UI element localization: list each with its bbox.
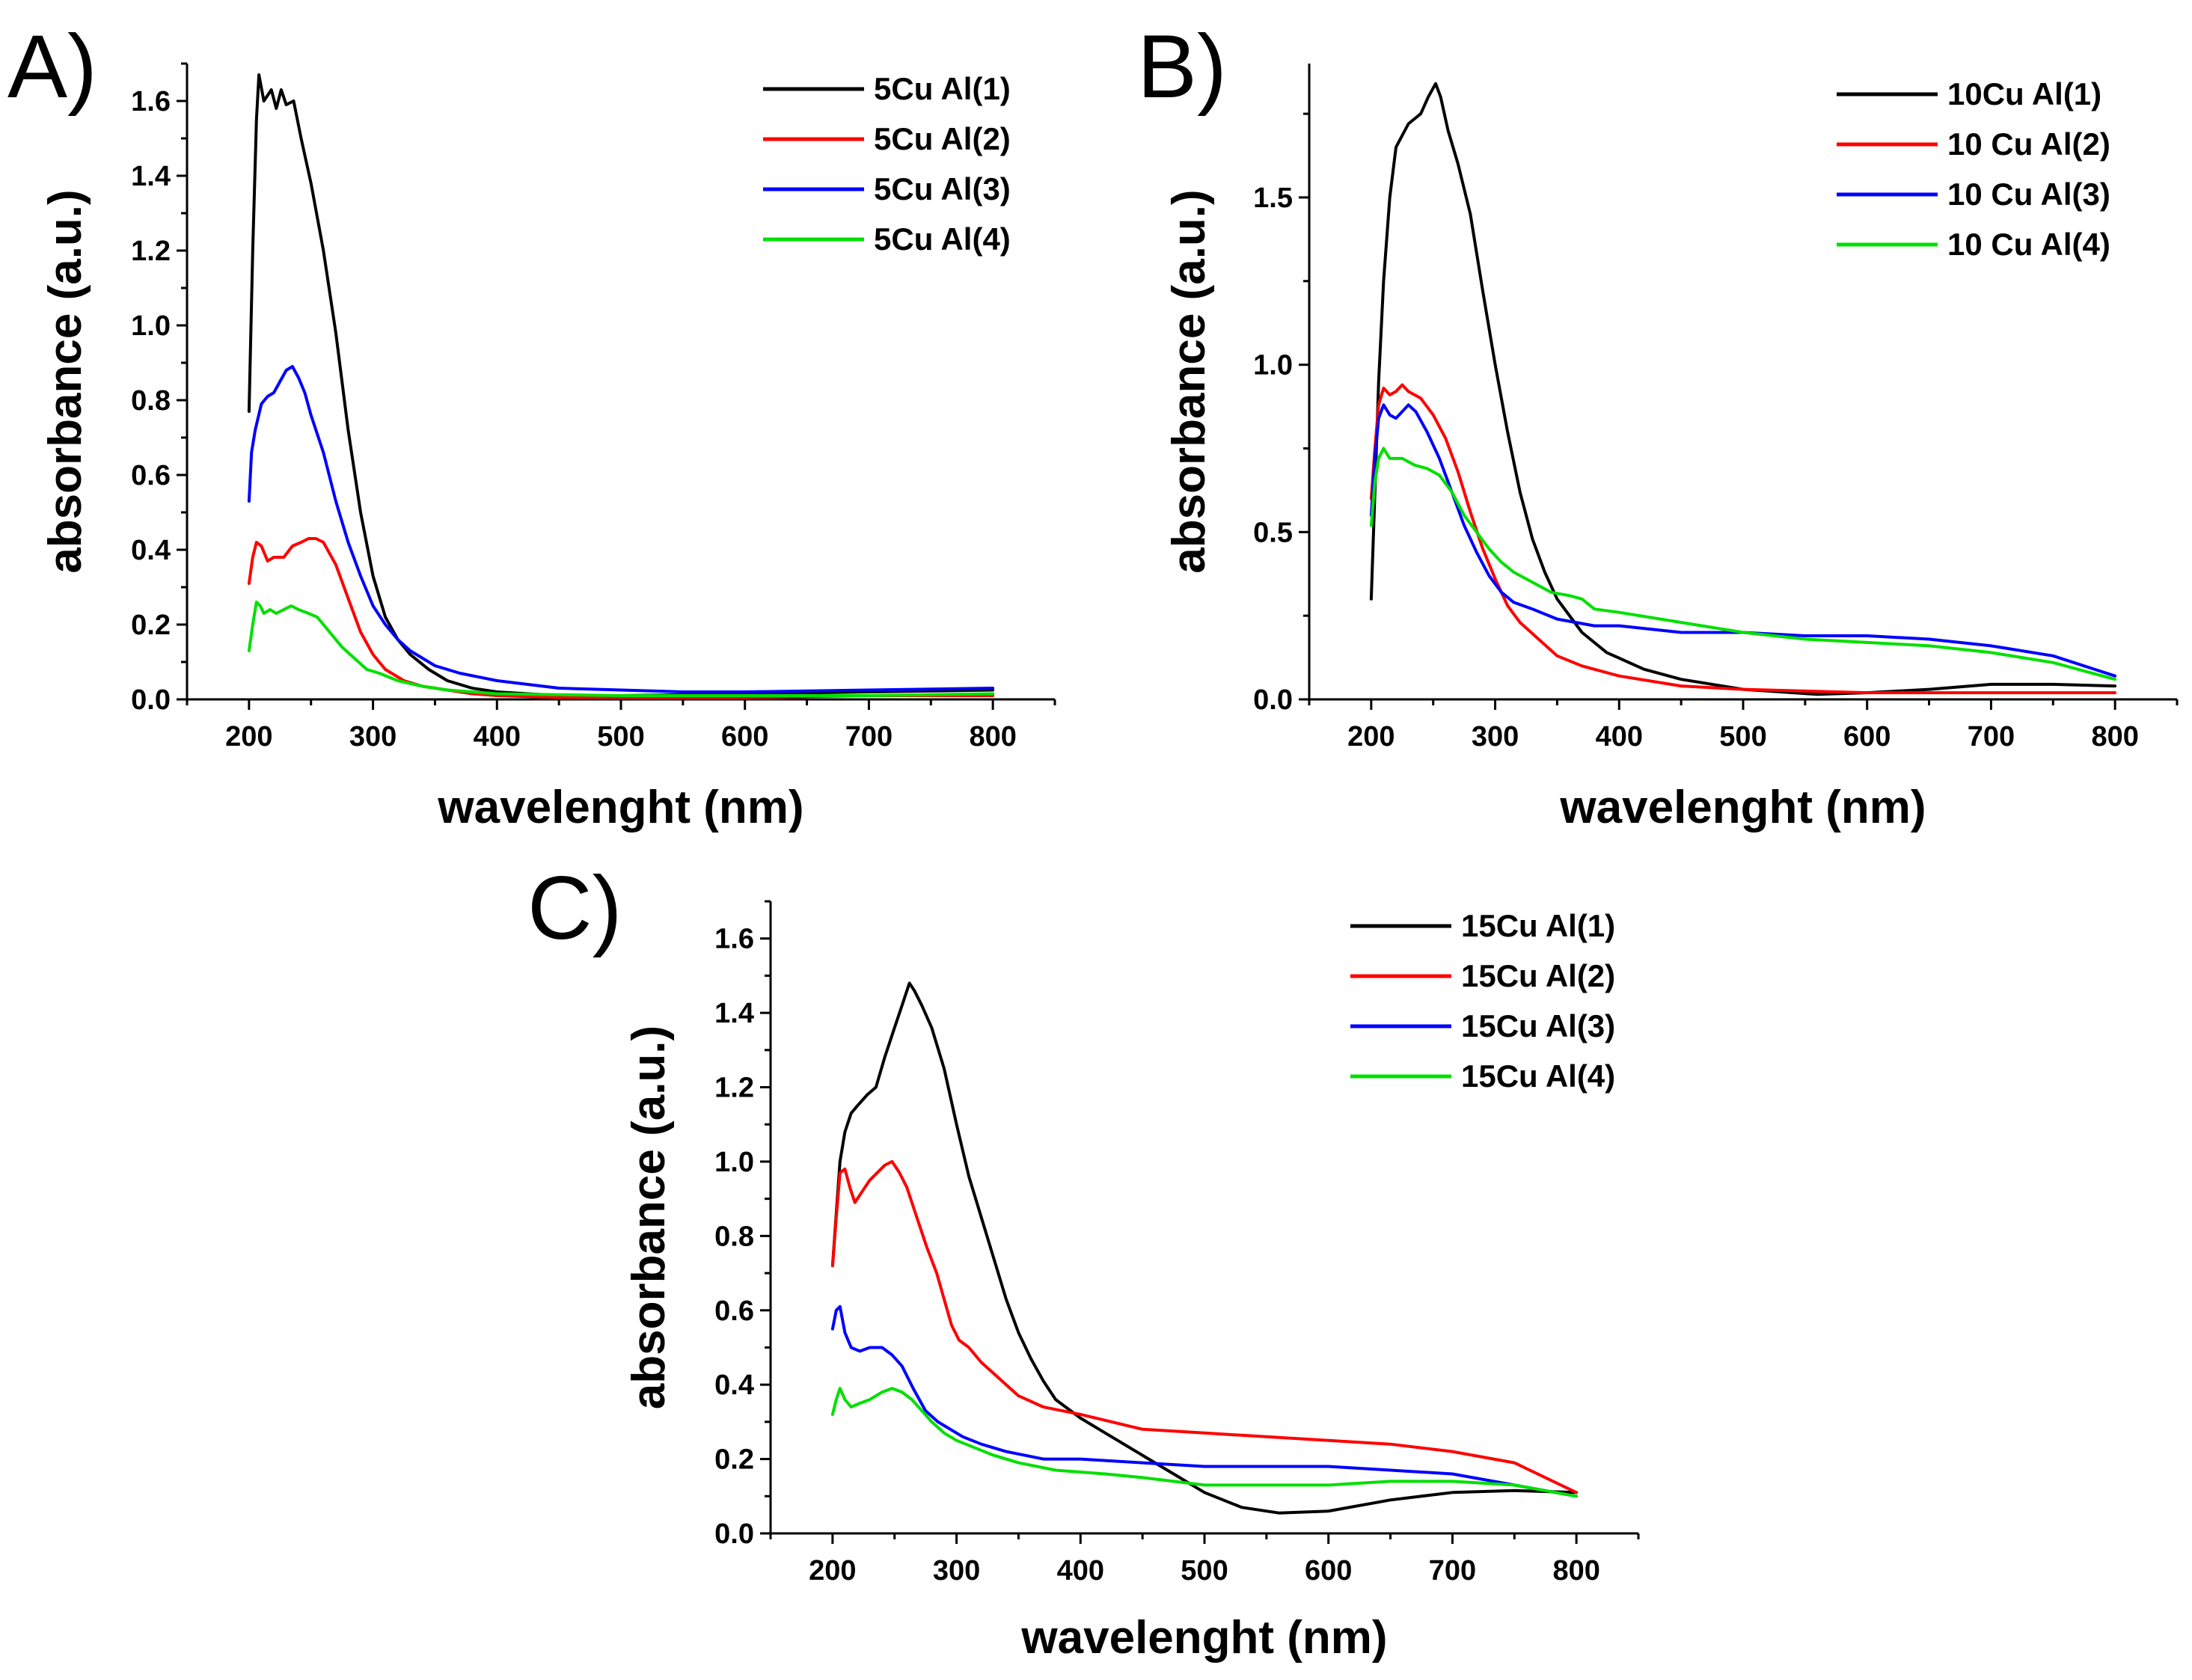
series-line-1 xyxy=(247,73,995,697)
chart-panel-1: A) 200 300 400 500 600 700 800 0.0 0.2 0.4 0.6 0.8 1.… xyxy=(7,16,1056,833)
x-tick-label: 300 xyxy=(1472,721,1519,752)
legend-label: 15Cu Al(4) xyxy=(1461,1058,1615,1094)
legend-label: 10Cu Al(1) xyxy=(1947,76,2101,111)
x-tick-label: 200 xyxy=(809,1555,856,1587)
x-tick-label: 600 xyxy=(1843,721,1891,752)
y-tick-label: 1.2 xyxy=(131,236,171,267)
y-tick-label: 1.0 xyxy=(714,1147,754,1178)
x-tick-label: 400 xyxy=(1057,1555,1104,1587)
legend-label: 10 Cu Al(4) xyxy=(1947,227,2110,262)
x-tick-label: 200 xyxy=(1347,721,1395,752)
y-axis-title: absorbance (a.u.) xyxy=(40,189,91,573)
x-tick-label: 400 xyxy=(1596,721,1643,752)
legend: 15Cu Al(1) 15Cu Al(2) 15Cu Al(3) 15Cu Al(4) xyxy=(1350,908,1615,1094)
legend-label: 5Cu Al(3) xyxy=(874,171,1011,206)
x-axis-title: wavelenght (nm) xyxy=(1020,1612,1387,1664)
legend-label: 5Cu Al(4) xyxy=(874,221,1011,257)
x-tick-label: 600 xyxy=(721,721,768,752)
y-tick-label: 1.4 xyxy=(131,161,171,192)
panel-letter: C) xyxy=(527,858,622,958)
y-tick-label: 0.0 xyxy=(131,684,171,716)
y-tick-label: 1.5 xyxy=(1253,183,1293,214)
x-tick-label: 300 xyxy=(933,1555,980,1587)
y-axis-title: absorbance (a.u.) xyxy=(623,1026,675,1409)
x-tick-label: 500 xyxy=(1181,1555,1228,1587)
y-tick-label: 0.6 xyxy=(714,1296,754,1327)
chart-panel-2: B) 200 300 400 500 600 700 800 0.0 0.5 1.0 1.5 wavel… xyxy=(1137,16,2179,833)
x-tick-label: 400 xyxy=(474,721,521,752)
y-tick-label: 1.0 xyxy=(131,310,171,342)
series-line-3 xyxy=(1369,403,2117,678)
series-line-2 xyxy=(830,1159,1579,1494)
x-tick-label: 500 xyxy=(597,721,644,752)
y-tick-label: 0.6 xyxy=(131,460,171,491)
series-line-4 xyxy=(830,1387,1579,1498)
x-tick-label: 300 xyxy=(349,721,397,752)
y-axis-title: absorbance (a.u.) xyxy=(1163,189,1215,573)
y-tick-label: 0.0 xyxy=(714,1518,754,1550)
legend: 10Cu Al(1) 10 Cu Al(2) 10 Cu Al(3) 10 Cu Al… xyxy=(1837,76,2110,262)
x-tick-label: 800 xyxy=(969,721,1016,752)
y-tick-label: 0.4 xyxy=(714,1370,754,1401)
x-tick-label: 700 xyxy=(845,721,893,752)
y-tick-label: 0.8 xyxy=(714,1221,754,1252)
x-tick-label: 700 xyxy=(1968,721,2015,752)
series-line-4 xyxy=(247,601,995,697)
series-line-3 xyxy=(830,1305,1579,1498)
series-line-1 xyxy=(1369,82,2117,696)
panel-letter: A) xyxy=(7,16,97,117)
y-tick-label: 0.8 xyxy=(131,385,171,417)
legend-label: 5Cu Al(2) xyxy=(874,121,1011,156)
y-tick-label: 1.6 xyxy=(131,86,171,117)
x-tick-label: 600 xyxy=(1305,1555,1352,1587)
y-tick-label: 0.2 xyxy=(131,610,171,641)
x-tick-label: 200 xyxy=(225,721,272,752)
x-tick-label: 800 xyxy=(2091,721,2138,752)
y-tick-label: 1.2 xyxy=(714,1073,754,1104)
x-axis-title: wavelenght (nm) xyxy=(437,782,803,833)
y-tick-label: 1.0 xyxy=(1253,350,1293,381)
chart-panel-3: C) 200 300 400 500 600 700 800 0.0 0.2 0.4 0.6 0.8 1.… xyxy=(527,858,1640,1664)
series-line-4 xyxy=(1369,447,2117,681)
x-tick-label: 500 xyxy=(1719,721,1766,752)
x-tick-label: 700 xyxy=(1429,1555,1476,1587)
y-tick-label: 1.4 xyxy=(714,998,754,1029)
legend: 5Cu Al(1) 5Cu Al(2) 5Cu Al(3) 5Cu Al(4) xyxy=(763,71,1011,257)
legend-label: 15Cu Al(2) xyxy=(1461,958,1615,993)
legend-label: 15Cu Al(1) xyxy=(1461,908,1615,943)
panel-letter: B) xyxy=(1137,16,1227,117)
series-line-3 xyxy=(247,365,995,693)
series-line-2 xyxy=(247,537,995,699)
y-tick-label: 0.2 xyxy=(714,1444,754,1476)
legend-label: 10 Cu Al(3) xyxy=(1947,177,2110,212)
legend-label: 10 Cu Al(2) xyxy=(1947,126,2110,162)
x-axis-title: wavelenght (nm) xyxy=(1559,782,1926,833)
legend-label: 5Cu Al(1) xyxy=(874,71,1011,106)
y-tick-label: 0.0 xyxy=(1253,684,1293,716)
series-line-1 xyxy=(830,981,1579,1515)
y-tick-label: 1.6 xyxy=(714,924,754,955)
y-tick-label: 0.5 xyxy=(1253,517,1293,548)
y-tick-label: 0.4 xyxy=(131,535,171,566)
x-tick-label: 800 xyxy=(1552,1555,1599,1587)
legend-label: 15Cu Al(3) xyxy=(1461,1008,1615,1043)
